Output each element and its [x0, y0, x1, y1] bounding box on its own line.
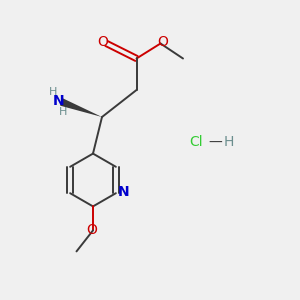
Text: H: H: [59, 106, 67, 117]
Text: O: O: [86, 223, 97, 237]
Polygon shape: [60, 98, 102, 117]
Text: N: N: [118, 185, 129, 199]
Text: H: H: [49, 87, 57, 98]
Text: Cl: Cl: [190, 136, 203, 149]
Text: O: O: [98, 35, 108, 49]
Text: N: N: [53, 94, 64, 108]
Text: H: H: [224, 136, 234, 149]
Text: O: O: [158, 35, 168, 49]
Text: —: —: [208, 136, 222, 149]
